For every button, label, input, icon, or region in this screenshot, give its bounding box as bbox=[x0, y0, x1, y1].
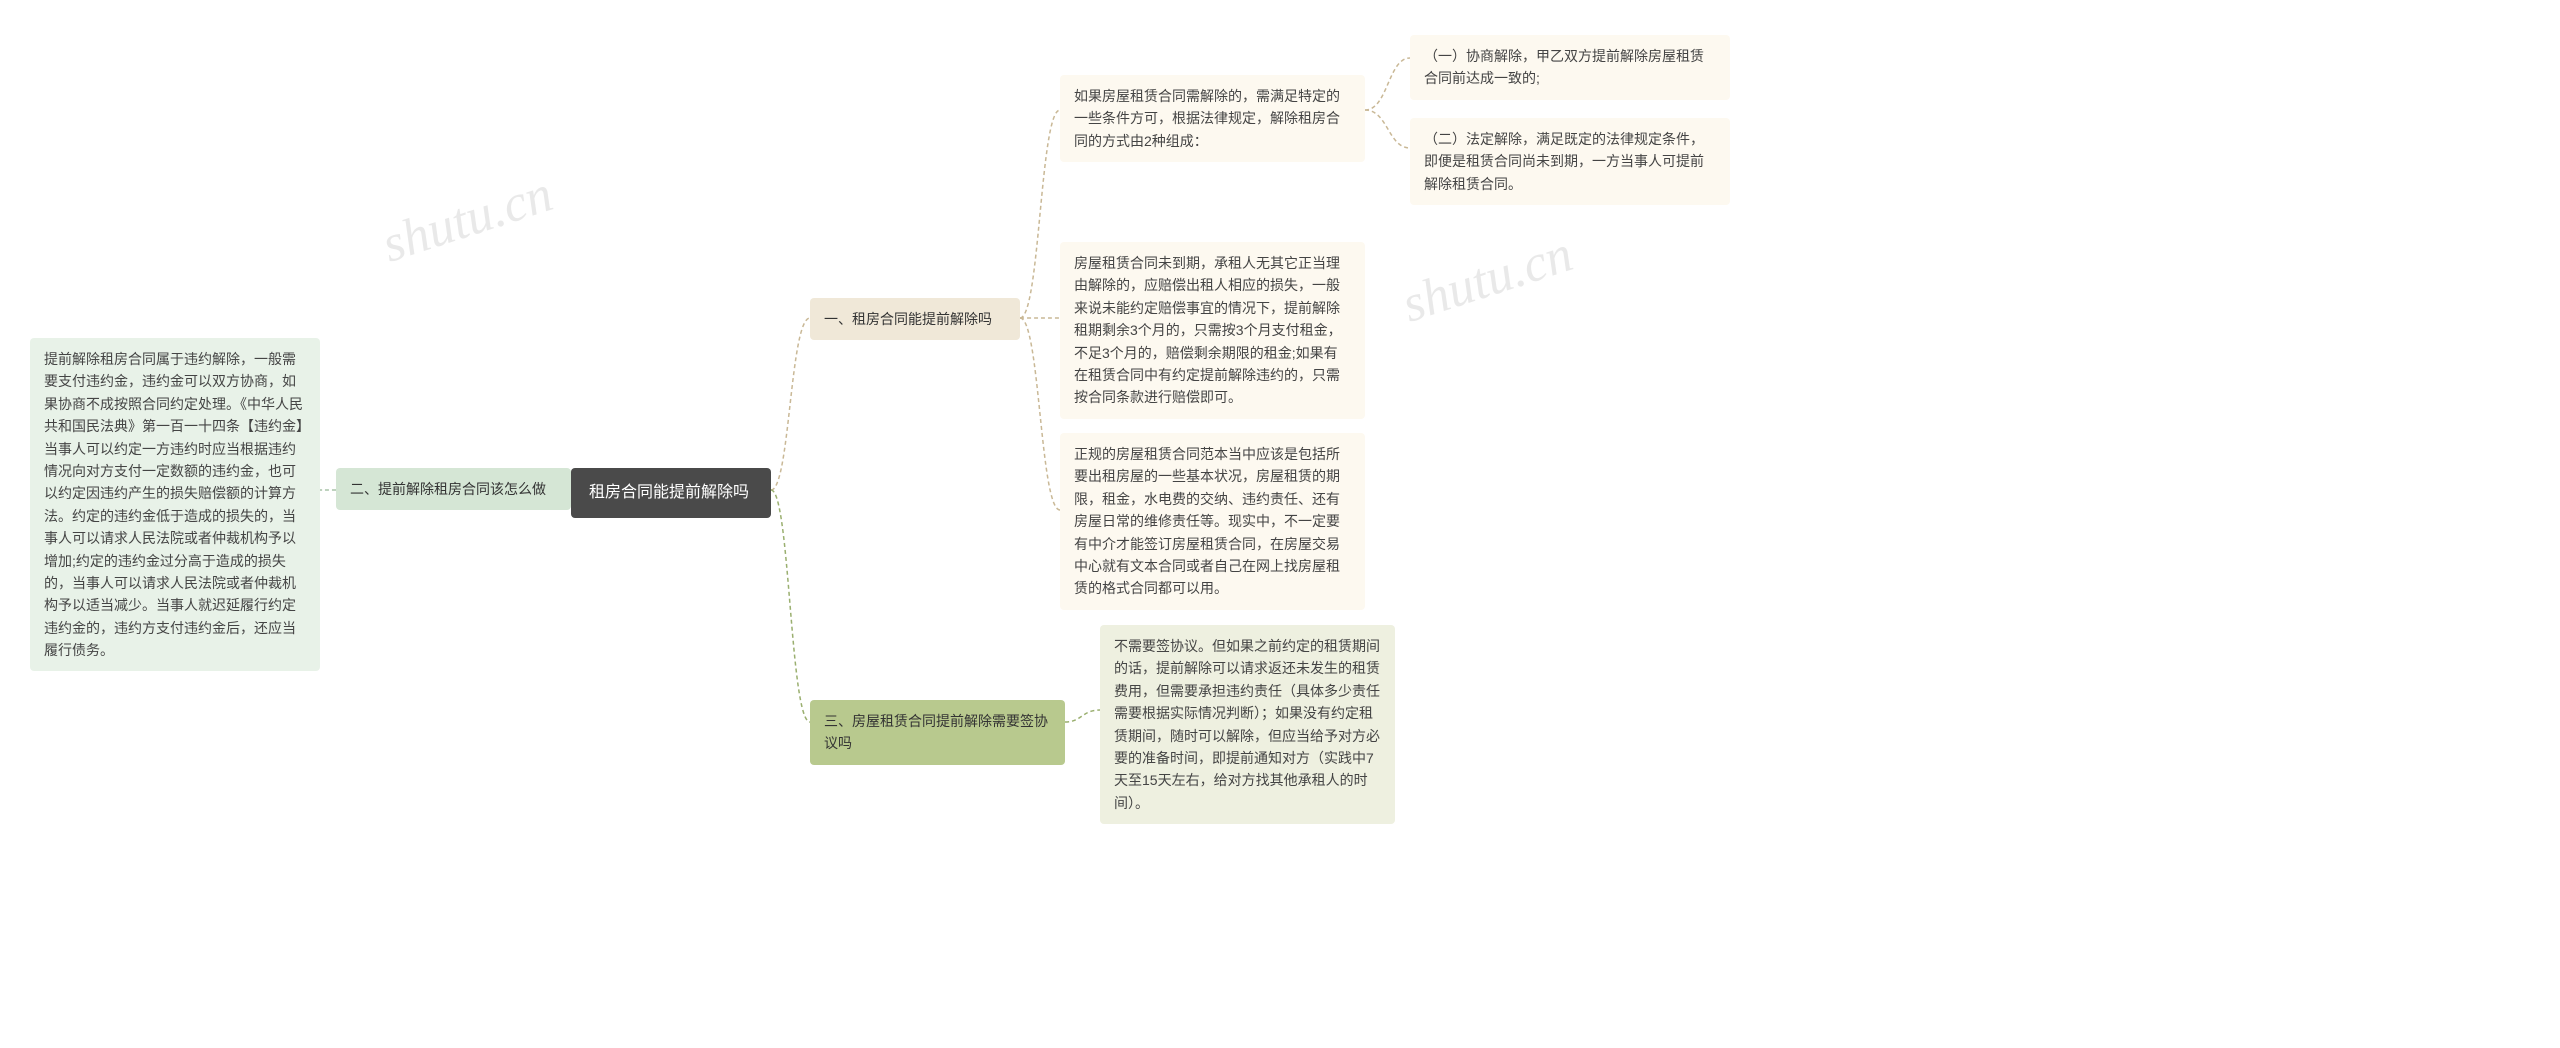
mindmap-canvas: shutu.cn shutu.cn shutu.cn 租房合同能提前解除吗 一、… bbox=[0, 0, 2560, 1048]
branch-1-leaf-a2[interactable]: （二）法定解除，满足既定的法律规定条件，即便是租赁合同尚未到期，一方当事人可提前… bbox=[1410, 118, 1730, 205]
branch-2-leaf[interactable]: 提前解除租房合同属于违约解除，一般需要支付违约金，违约金可以双方协商，如果协商不… bbox=[30, 338, 320, 671]
branch-1-leaf-a[interactable]: 如果房屋租赁合同需解除的，需满足特定的一些条件方可，根据法律规定，解除租房合同的… bbox=[1060, 75, 1365, 162]
branch-1[interactable]: 一、租房合同能提前解除吗 bbox=[810, 298, 1020, 340]
branch-1-leaf-c[interactable]: 正规的房屋租赁合同范本当中应该是包括所要出租房屋的一些基本状况，房屋租赁的期限，… bbox=[1060, 433, 1365, 610]
branch-3[interactable]: 三、房屋租赁合同提前解除需要签协议吗 bbox=[810, 700, 1065, 765]
root-node[interactable]: 租房合同能提前解除吗 bbox=[571, 468, 771, 518]
branch-3-leaf[interactable]: 不需要签协议。但如果之前约定的租赁期间的话，提前解除可以请求返还未发生的租赁费用… bbox=[1100, 625, 1395, 824]
watermark: shutu.cn bbox=[1395, 224, 1579, 334]
watermark: shutu.cn bbox=[375, 164, 559, 274]
branch-1-leaf-b[interactable]: 房屋租赁合同未到期，承租人无其它正当理由解除的，应赔偿出租人相应的损失，一般来说… bbox=[1060, 242, 1365, 419]
branch-2[interactable]: 二、提前解除租房合同该怎么做 bbox=[336, 468, 571, 510]
branch-1-leaf-a1[interactable]: （一）协商解除，甲乙双方提前解除房屋租赁合同前达成一致的; bbox=[1410, 35, 1730, 100]
